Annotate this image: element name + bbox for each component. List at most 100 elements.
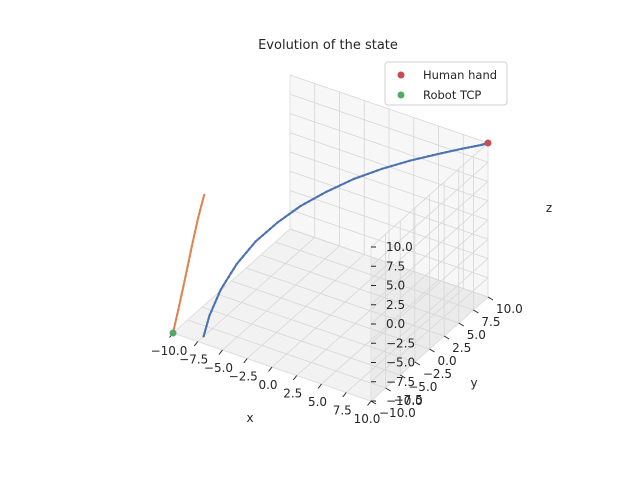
- z-tick-label: 5.0: [386, 279, 405, 293]
- trajectory-point-0: [394, 163, 398, 166]
- trajectory-point-0: [241, 255, 245, 258]
- trajectory-point-0: [299, 204, 302, 208]
- trajectory-point-1: [187, 259, 190, 263]
- y-tick: [473, 309, 479, 314]
- trajectory-point-0: [352, 177, 355, 181]
- trajectory-point-0: [427, 155, 430, 158]
- floor-grid-x: [296, 271, 415, 376]
- y-tick: [414, 361, 421, 366]
- trajectory-point-1: [186, 264, 189, 268]
- trajectory-point-1: [184, 274, 187, 278]
- trajectory-point-1: [198, 212, 201, 215]
- z-tick-label: −10.0: [386, 394, 423, 408]
- trajectory-point-0: [452, 149, 456, 152]
- trajectory-point-0: [380, 167, 384, 170]
- floor-grid-y: [275, 241, 474, 311]
- trajectory-point-0: [227, 275, 230, 279]
- trajectory-point-0: [444, 151, 447, 154]
- trajectory-point-1: [200, 204, 203, 207]
- y-tick-label: 5.0: [467, 328, 486, 342]
- x-tick-label: 0.0: [258, 378, 277, 392]
- trajectory-point-1: [197, 216, 200, 219]
- trajectory-point-1: [188, 254, 191, 258]
- human-hand-marker: [484, 139, 492, 147]
- trajectory-point-1: [195, 221, 199, 224]
- trajectory-point-1: [180, 294, 183, 297]
- trajectory-point-0: [385, 166, 388, 169]
- y-tick-label: 7.5: [481, 315, 500, 329]
- trajectory-point-0: [456, 148, 460, 151]
- x-tick-label: −2.5: [229, 370, 258, 384]
- x-tick: [342, 392, 347, 398]
- trajectory-point-0: [265, 230, 268, 234]
- trajectory-point-0: [222, 284, 225, 287]
- y-tick-label: −7.5: [394, 393, 423, 407]
- z-tick-label: 10.0: [386, 240, 413, 254]
- x-tick: [317, 383, 322, 389]
- trajectory-point-0: [238, 259, 241, 262]
- z-tick-label: 2.5: [386, 298, 405, 312]
- trajectory-point-1: [172, 327, 176, 330]
- trajectory-point-0: [325, 190, 328, 193]
- y-tick: [385, 387, 391, 392]
- x-tick-label: 5.0: [308, 395, 327, 409]
- x-tick: [243, 358, 248, 364]
- side-grid-z: [289, 74, 489, 144]
- y-tick-label: 2.5: [452, 341, 471, 355]
- trajectory-point-1: [185, 269, 188, 273]
- trajectory-point-0: [436, 152, 439, 156]
- trajectory-point-1: [176, 313, 179, 316]
- trajectory-point-0: [320, 193, 324, 196]
- z-tick-label: 7.5: [386, 259, 405, 273]
- trajectory-point-0: [316, 195, 319, 198]
- trajectory-point-0: [219, 288, 222, 291]
- x-tick-label: −7.5: [179, 353, 208, 367]
- trajectory-point-1: [201, 200, 204, 203]
- back-grid-z: [370, 142, 489, 248]
- trajectory-point-0: [348, 179, 351, 183]
- trajectory-point-0: [461, 147, 464, 150]
- trajectory-point-0: [283, 215, 287, 219]
- trajectory-point-0: [476, 144, 480, 147]
- trajectory-point-0: [206, 321, 209, 324]
- trajectory-point-0: [467, 146, 470, 149]
- trajectory-point-0: [417, 157, 421, 160]
- legend-marker-robot-tcp: [397, 91, 405, 99]
- x-tick-label: 7.5: [333, 404, 352, 418]
- z-axis-label: z: [546, 201, 552, 215]
- trajectory-point-0: [268, 227, 272, 231]
- legend-label-robot-tcp: Robot TCP: [423, 88, 481, 102]
- back-grid-z: [370, 181, 489, 286]
- legend-marker-human-hand: [397, 71, 405, 79]
- legend-box: [384, 61, 508, 106]
- trajectory-point-1: [181, 289, 184, 292]
- z-tick-label: −5.0: [386, 356, 415, 370]
- y-tick-label: 10.0: [496, 302, 523, 316]
- trajectory-point-1: [183, 279, 186, 283]
- trajectory-point-0: [254, 240, 257, 243]
- trajectory-point-1: [190, 244, 194, 248]
- trajectory-point-1: [173, 322, 177, 325]
- trajectory-point-0: [448, 150, 452, 153]
- x-tick: [193, 341, 199, 347]
- trajectory-point-0: [204, 328, 207, 331]
- trajectory-point-0: [248, 247, 251, 251]
- x-tick: [268, 366, 273, 372]
- floor-grid-y: [245, 267, 445, 337]
- floor-grid-x: [345, 288, 464, 393]
- trajectory-point-0: [276, 221, 279, 224]
- trajectory-point-0: [232, 267, 236, 270]
- trajectory-point-0: [440, 152, 443, 155]
- trajectory-point-0: [224, 280, 228, 283]
- trajectory-point-1: [189, 249, 192, 253]
- trajectory-point-0: [230, 271, 233, 274]
- trajectory-point-0: [235, 263, 238, 266]
- trajectory-point-0: [404, 160, 407, 164]
- trajectory-point-0: [312, 197, 315, 201]
- trajectory-point-0: [408, 159, 411, 162]
- trajectory-point-0: [329, 188, 333, 191]
- side-grid-z: [289, 113, 489, 182]
- trajectory-point-0: [203, 331, 206, 334]
- trajectory-point-0: [334, 186, 337, 189]
